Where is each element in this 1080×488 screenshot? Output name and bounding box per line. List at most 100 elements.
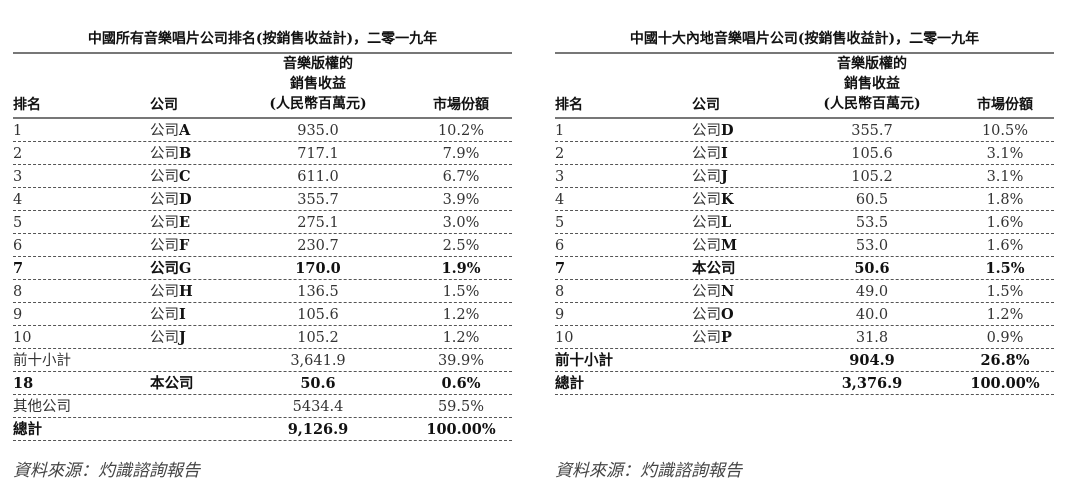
rank-cell: 總計 xyxy=(13,421,42,438)
header-revenue-line: 音樂版權的 xyxy=(837,56,907,72)
table-row: 8 公司H 136.5 1.5% xyxy=(13,280,512,303)
company-cell: 公司P xyxy=(692,326,732,350)
company-cell: 公司D xyxy=(150,188,192,212)
company-prefix: 公司 xyxy=(150,260,179,277)
revenue-cell: 3,641.9 xyxy=(290,353,346,369)
header-revenue-line: 音樂版權的 xyxy=(283,56,353,72)
table-row: 總計 3,376.9 100.00% xyxy=(555,372,1054,395)
revenue-cell: 31.8 xyxy=(855,330,889,346)
source-note: 資料來源：灼識諮詢報告 xyxy=(13,461,200,481)
company-cell: 公司C xyxy=(150,165,191,189)
revenue-cell: 50.6 xyxy=(300,375,336,392)
revenue-cell: 230.7 xyxy=(297,238,339,254)
company-cell: 公司L xyxy=(692,211,731,235)
market-share-cell: 10.5% xyxy=(981,123,1029,139)
company-prefix: 公司 xyxy=(692,169,721,185)
market-share-cell: 100.00% xyxy=(970,375,1040,392)
rank-cell: 10 xyxy=(13,330,32,346)
company-letter: M xyxy=(721,237,738,254)
revenue-cell: 935.0 xyxy=(297,123,339,139)
table-row: 3 公司J 105.2 3.1% xyxy=(555,165,1054,188)
table-row: 10 公司J 105.2 1.2% xyxy=(13,326,512,349)
company-prefix: 公司 xyxy=(692,307,721,323)
rank-cell: 2 xyxy=(13,146,23,162)
market-share-cell: 2.5% xyxy=(442,238,480,254)
rank-cell: 3 xyxy=(555,169,565,185)
market-share-cell: 1.6% xyxy=(986,238,1024,254)
rank-cell: 18 xyxy=(13,375,34,392)
rank-cell: 4 xyxy=(555,192,565,208)
table-row: 2 公司B 717.1 7.9% xyxy=(13,142,512,165)
table-title: 中國十大內地音樂唱片公司(按銷售收益計)，二零一九年 xyxy=(629,31,980,47)
rank-cell: 3 xyxy=(13,169,23,185)
company-cell: 公司E xyxy=(150,211,190,235)
revenue-cell: 60.5 xyxy=(855,192,889,208)
table-row: 8 公司N 49.0 1.5% xyxy=(555,280,1054,303)
rank-cell: 8 xyxy=(13,284,23,300)
market-share-cell: 39.9% xyxy=(437,353,485,369)
company-letter: D xyxy=(721,122,734,139)
company-cell: 公司A xyxy=(150,119,190,143)
market-share-cell: 1.5% xyxy=(442,284,480,300)
header-revenue-line: 銷售收益 xyxy=(844,76,900,92)
company-letter: K xyxy=(721,191,734,208)
revenue-cell: 136.5 xyxy=(297,284,339,300)
revenue-cell: 53.5 xyxy=(855,215,889,231)
market-share-cell: 6.7% xyxy=(442,169,480,185)
company-prefix: 公司 xyxy=(150,330,179,346)
company-prefix: 本公司 xyxy=(150,375,194,392)
rank-cell: 2 xyxy=(555,146,565,162)
market-share-cell: 1.5% xyxy=(985,260,1025,277)
revenue-cell: 105.6 xyxy=(851,146,893,162)
company-letter: J xyxy=(179,329,186,346)
revenue-cell: 49.0 xyxy=(855,284,889,300)
company-cell: 公司F xyxy=(150,234,189,258)
revenue-cell: 105.2 xyxy=(851,169,893,185)
market-share-cell: 26.8% xyxy=(980,352,1030,369)
revenue-cell: 3,376.9 xyxy=(841,375,903,392)
table-header: 排名 公司 音樂版權的 銷售收益 (人民幣百萬元) 市場份額 xyxy=(13,54,512,119)
company-letter: O xyxy=(721,306,734,323)
table-row: 10 公司P 31.8 0.9% xyxy=(555,326,1054,349)
revenue-cell: 105.6 xyxy=(297,307,339,323)
rank-cell: 1 xyxy=(555,123,565,139)
company-prefix: 公司 xyxy=(692,123,721,139)
market-share-cell: 1.9% xyxy=(441,260,481,277)
revenue-cell: 40.0 xyxy=(855,307,889,323)
table-row: 總計 9,126.9 100.00% xyxy=(13,418,512,441)
market-share-cell: 59.5% xyxy=(437,399,485,415)
company-prefix: 公司 xyxy=(692,146,721,162)
company-letter: J xyxy=(721,168,728,185)
table-row: 7 公司G 170.0 1.9% xyxy=(13,257,512,280)
company-cell: 本公司 xyxy=(150,372,194,396)
market-share-cell: 10.2% xyxy=(437,123,485,139)
company-letter: F xyxy=(179,237,190,254)
market-share-cell: 3.0% xyxy=(442,215,480,231)
company-cell: 公司H xyxy=(150,280,193,304)
revenue-cell: 50.6 xyxy=(854,260,890,277)
header-company: 公司 xyxy=(150,97,178,113)
table-body: 1 公司A 935.0 10.2% 2 公司B 717.1 7.9% 3 公司C 611.0 6.7%… xyxy=(13,119,512,441)
table-row: 5 公司L 53.5 1.6% xyxy=(555,211,1054,234)
table-row: 4 公司K 60.5 1.8% xyxy=(555,188,1054,211)
company-letter: B xyxy=(179,145,192,162)
rank-cell: 9 xyxy=(555,307,565,323)
header-revenue-line: (人民幣百萬元) xyxy=(823,96,921,112)
company-prefix: 公司 xyxy=(150,192,179,208)
company-letter: P xyxy=(721,329,732,346)
company-letter: D xyxy=(179,191,192,208)
top-ten-domestic-table: 中國十大內地音樂唱片公司(按銷售收益計)，二零一九年 排名 公司 音樂版權的銷售… xyxy=(555,28,1054,395)
company-prefix: 公司 xyxy=(150,146,179,162)
revenue-cell: 904.9 xyxy=(849,352,895,369)
revenue-cell: 170.0 xyxy=(295,260,341,277)
header-rank: 排名 xyxy=(555,97,583,113)
table-row: 6 公司M 53.0 1.6% xyxy=(555,234,1054,257)
company-prefix: 公司 xyxy=(692,215,721,231)
market-share-cell: 1.2% xyxy=(442,307,480,323)
header-revenue-line: 銷售收益 xyxy=(290,76,346,92)
table-row: 5 公司E 275.1 3.0% xyxy=(13,211,512,234)
rank-cell: 8 xyxy=(555,284,565,300)
table-row: 9 公司I 105.6 1.2% xyxy=(13,303,512,326)
header-market-share: 市場份額 xyxy=(433,97,489,113)
rank-cell: 6 xyxy=(13,238,23,254)
